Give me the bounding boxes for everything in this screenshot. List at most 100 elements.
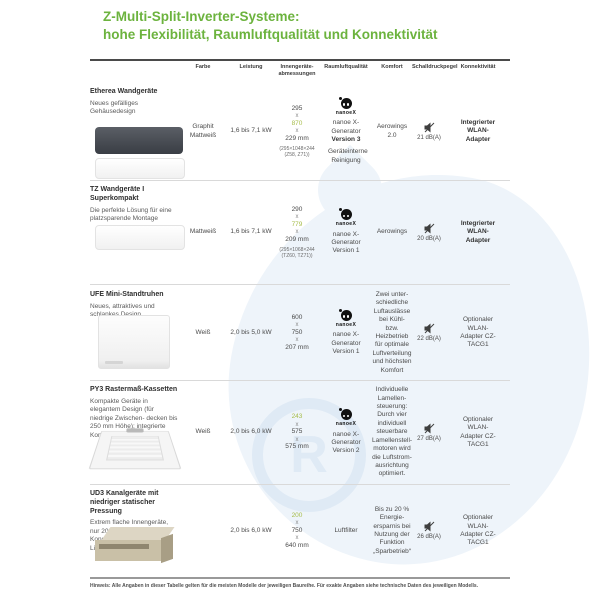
connectivity-value: Optionaler WLAN- Adapter CZ-TACG1 (460, 415, 496, 448)
table-row: UD3 Kanalgeräte mit niedriger statischer… (90, 487, 510, 575)
sound-cell: 26 dB(A) (412, 520, 446, 542)
product-image-tz-white (95, 225, 185, 250)
product-image-ud3-duct-side (161, 533, 173, 564)
dimensions-value: 290 x 779 x 209 mm (295×1068×244 (TZ60, … (274, 206, 320, 259)
dim-footnote: (295×1068×244 (TZ60, TZ71)) (279, 246, 315, 259)
dim-depth: 575 mm (285, 443, 309, 451)
air-quality-text: nanoe X- Generator (331, 230, 361, 247)
registered-mark-watermark: R (252, 398, 366, 512)
nanoe-x-icon-dot (339, 308, 342, 312)
color-value: Weiß (195, 428, 211, 436)
sound-level-value: 21 dB(A) (417, 134, 441, 141)
dim-width: 750 (291, 328, 303, 336)
dim-depth: 229 mm (285, 135, 309, 143)
dim-separator: x (295, 520, 299, 527)
table-row: TZ Wandgeräte I Superkompakt Die perfekt… (90, 183, 510, 282)
connectivity-value: Integrierter WLAN- Adapter (460, 219, 496, 244)
air-quality-cell: nanoeX nanoe X- Generator Version 3 Gerä… (320, 96, 372, 166)
power-value: 1,6 bis 7,1 kW (230, 228, 272, 236)
muted-speaker-icon (424, 122, 434, 133)
sound-level-value: 27 dB(A) (417, 435, 441, 442)
air-quality-text: nanoe X- Generator (331, 119, 361, 135)
column-header-row: Farbe Leistung Innengeräte-abmessungen R… (90, 64, 510, 77)
sound-cell: 21 dB(A) (412, 121, 446, 143)
product-image-ud3-duct-front (95, 540, 161, 561)
page-title: Z-Multi-Split-Inverter-Systeme: hohe Fle… (103, 8, 438, 44)
dimensions-value: 243 x 575 x 575 mm (274, 413, 320, 452)
comfort-value: Individuelle Lamellen- steuerung: Durch … (372, 386, 413, 478)
page-title-line2: hohe Flexibilität, Raumluftqualität und … (103, 26, 438, 42)
dim-height: 600 (291, 313, 303, 321)
air-quality-version: Version 1 (332, 247, 360, 255)
table-row: Etherea Wandgeräte Neues gefälliges Gehä… (90, 85, 510, 179)
nanoe-x-wordmark: nanoeX (335, 109, 357, 116)
product-description: Die perfekte Lösung für eine platzsparen… (90, 206, 172, 222)
column-header-schalldruckpegel: Schalldruckpegel (412, 64, 458, 70)
product-name: Etherea Wandgeräte (90, 88, 158, 95)
muted-speaker-icon (424, 423, 434, 434)
product-cell-etherea: Etherea Wandgeräte Neues gefälliges Gehä… (90, 85, 185, 179)
nanoe-x-icon-dot (339, 96, 342, 100)
dim-separator: x (295, 436, 299, 443)
air-quality-cell: Luftfilter (334, 526, 358, 534)
product-name: PY3 Rastermaß-Kassetten (90, 386, 178, 393)
product-name: UFE Mini-Standtruhen (90, 291, 164, 298)
dim-height: 290 (291, 206, 303, 213)
product-description: Neues gefälliges Gehäusedesign (90, 99, 139, 116)
air-quality-version: Version 2 (332, 447, 360, 455)
dim-depth: 207 mm (285, 343, 309, 351)
dim-depth: 640 mm (285, 541, 309, 549)
nanoe-x-logo: nanoeX (331, 96, 361, 117)
product-cell-tz: TZ Wandgeräte I Superkompakt Die perfekt… (90, 183, 185, 282)
air-quality-version: Version 3 (331, 136, 361, 144)
nanoe-x-icon-dot (339, 208, 342, 212)
dim-width: 750 (291, 526, 303, 534)
column-header-konnektivitaet: Konnektivität (460, 64, 496, 70)
sound-level-value: 26 dB(A) (417, 534, 441, 541)
registered-letter: R (290, 426, 328, 484)
product-image-py3-cassette (88, 428, 182, 470)
dim-height: 295 (291, 105, 303, 112)
air-quality-cell: nanoeX nanoe X- Generator Version 2 (320, 408, 372, 456)
comfort-value: Zwei unter- schiedliche Luftauslässe bei… (372, 290, 412, 374)
column-header-abmessungen: Innengeräte-abmessungen (278, 64, 316, 77)
row-separator (90, 380, 510, 381)
air-quality-text: nanoe X- Generator (331, 331, 361, 347)
column-header-leistung: Leistung (239, 64, 263, 70)
dim-height: 243 (291, 413, 303, 421)
power-value: 1,6 bis 7,1 kW (230, 127, 272, 135)
sound-cell: 27 dB(A) (412, 422, 446, 444)
dimensions-value: 200 x 750 x 640 mm (274, 512, 320, 551)
product-cell-ufe: UFE Mini-Standtruhen Neues, attraktives … (90, 288, 178, 378)
power-value: 2,0 bis 6,0 kW (230, 526, 272, 534)
sound-level-value: 22 dB(A) (417, 336, 441, 343)
muted-speaker-icon (424, 521, 434, 532)
sound-cell: 20 dB(A) (412, 222, 446, 244)
nanoe-x-icon (340, 409, 352, 421)
page-title-line1: Z-Multi-Split-Inverter-Systeme: (103, 9, 300, 24)
comfort-value: Aerowings 2.0 (376, 123, 408, 139)
nanoe-x-wordmark: nanoeX (335, 221, 357, 228)
comfort-value: Aerowings (376, 228, 408, 236)
sound-level-value: 20 dB(A) (417, 235, 441, 242)
product-image-ufe-console (98, 315, 170, 369)
muted-speaker-icon (424, 223, 434, 234)
dim-separator: x (295, 322, 299, 329)
product-image-etherea-white (95, 158, 185, 179)
row-separator (90, 180, 510, 181)
dimensions-value: 295 x 870 x 229 mm (295×1048×244 (Z58, Z… (274, 105, 320, 158)
product-name: TZ Wandgeräte I Superkompakt (90, 186, 145, 202)
table-row: PY3 Rastermaß-Kassetten Kompakte Geräte … (88, 383, 510, 482)
dim-separator: x (295, 337, 299, 344)
dim-height: 200 (291, 511, 303, 519)
color-value: Mattweiß (189, 228, 217, 236)
dim-width: 870 (291, 120, 303, 128)
product-description: Neues, attraktives und schlankes Design (90, 302, 155, 318)
column-header-spacer (90, 64, 178, 77)
cassette-grille (106, 436, 164, 461)
dim-width: 575 (291, 428, 303, 436)
column-header-raumluftqualitaet: Raumluftqualität (324, 64, 368, 70)
column-header-komfort: Komfort (381, 64, 403, 70)
comfort-value: Bis zu 20 % Energie- ersparnis bei Nutzu… (373, 505, 411, 555)
